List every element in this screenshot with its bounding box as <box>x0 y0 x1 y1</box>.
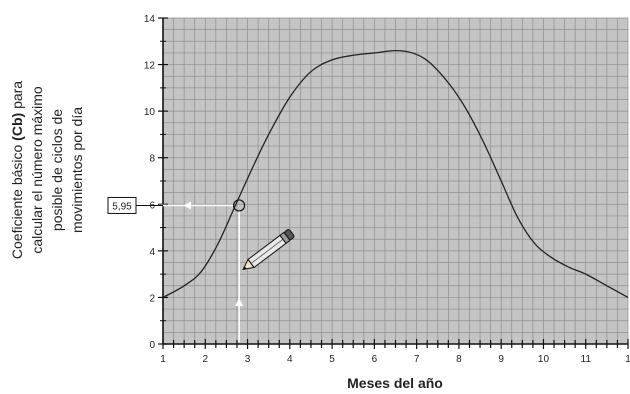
y-tick-label: 12 <box>144 61 156 72</box>
x-tick-label: 5 <box>329 354 335 365</box>
series-group <box>162 49 629 298</box>
x-axis: 1 2 3 4 5 6 7 8 9 10 11 1 <box>160 339 630 365</box>
annotation-marker <box>232 199 246 212</box>
pencil-icon <box>242 229 295 271</box>
y-axis-label-bold: (Cb) <box>9 113 25 141</box>
y-axis-label-suffix: para <box>9 81 25 113</box>
y-tick-label: 10 <box>144 107 156 118</box>
x-tick-label: 8 <box>456 354 462 365</box>
y-tick-label: 8 <box>149 154 155 165</box>
y-tick-label: 4 <box>149 247 155 258</box>
y-tick-label: 14 <box>144 14 156 25</box>
x-tick-label: 3 <box>245 354 251 365</box>
arrow-left-icon <box>183 201 191 210</box>
x-tick-label: 6 <box>372 354 378 365</box>
x-tick-label: 4 <box>287 354 293 365</box>
y-axis-label-line-1: Coeficiente básico (Cb) para <box>9 81 25 259</box>
annotation-box <box>107 196 137 214</box>
x-tick-label: 11 <box>581 354 592 365</box>
arrow-up-icon <box>235 298 244 306</box>
x-tick-label: 1 <box>625 354 630 365</box>
x-axis-label: Meses del año <box>347 375 443 391</box>
pencil-lead <box>243 266 247 270</box>
annotation-group: 5,95 <box>107 196 246 342</box>
x-tick-label: 9 <box>498 354 504 365</box>
x-tick-label: 7 <box>414 354 420 365</box>
grid <box>162 17 629 345</box>
y-axis-label-line-2: calcular el número máximo <box>29 86 45 253</box>
x-tick-label: 1 <box>160 354 166 365</box>
pencil-stripe <box>250 239 284 264</box>
x-tick-label: 10 <box>538 354 550 365</box>
y-axis-label-line-3: posible de ciclos de <box>49 109 65 231</box>
y-axis-label-line-4: movimientos por día <box>69 107 85 233</box>
x-tick-label: 2 <box>202 354 208 365</box>
annotation-value: 5,95 <box>112 201 132 212</box>
y-tick-label: 0 <box>149 340 155 351</box>
y-axis: 02481012146 <box>144 14 168 351</box>
y-tick-label: 2 <box>149 293 155 304</box>
series-line <box>162 49 629 298</box>
y-axis-label-part-1: Coeficiente básico <box>9 144 25 259</box>
pencil-eraser <box>284 229 295 241</box>
